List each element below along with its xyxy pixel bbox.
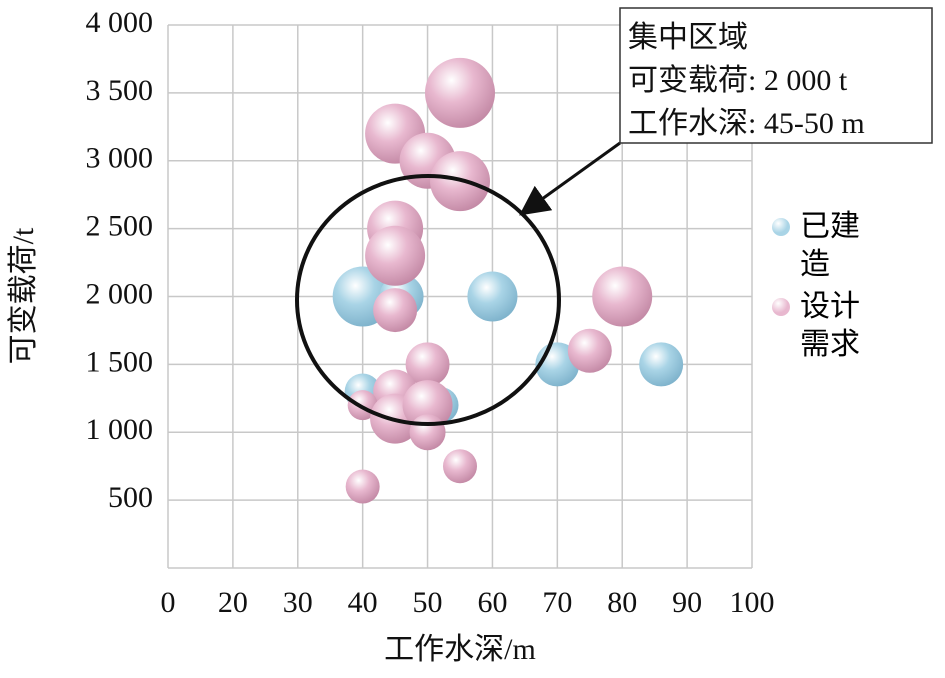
y-tick-label: 3 000 xyxy=(86,142,154,175)
x-tick-label: 50 xyxy=(413,586,443,619)
bubble xyxy=(425,57,495,128)
annotation-box xyxy=(619,7,933,144)
y-tick-label: 2 000 xyxy=(86,277,154,310)
bubble xyxy=(405,342,450,387)
focus-circle xyxy=(295,174,561,426)
legend-item: 设计需求 xyxy=(772,288,862,364)
bubble xyxy=(467,271,518,322)
x-tick-label: 80 xyxy=(607,586,637,619)
y-tick-label: 1 000 xyxy=(86,413,154,446)
x-tick-label: 40 xyxy=(348,586,378,619)
arrow xyxy=(519,141,621,216)
bubble xyxy=(409,414,446,451)
y-tick-label: 3 500 xyxy=(86,74,154,107)
y-tick-label: 1 500 xyxy=(86,345,154,378)
bubble xyxy=(402,380,453,431)
legend-swatch xyxy=(772,218,790,236)
y-tick-label: 2 500 xyxy=(86,210,154,243)
bubble xyxy=(443,449,477,484)
y-tick-label: 4 000 xyxy=(86,6,154,39)
x-tick-label: 90 xyxy=(672,586,702,619)
y-tick-label: 500 xyxy=(108,481,153,514)
legend-label: 已建造 xyxy=(800,210,860,281)
bubble xyxy=(567,328,612,373)
legend-swatch xyxy=(772,298,790,316)
x-tick-label: 0 xyxy=(161,586,176,619)
x-tick-label: 20 xyxy=(218,586,248,619)
annotation: 集中区域 xyxy=(628,21,748,54)
bubble xyxy=(365,225,426,286)
y-axis-label: 可变载荷/t xyxy=(7,227,40,364)
bubble xyxy=(373,288,418,333)
x-tick-label: 60 xyxy=(477,586,507,619)
legend: 已建造 设计需求 xyxy=(772,208,862,368)
bubble xyxy=(592,266,653,327)
x-axis-label: 工作水深/m xyxy=(384,633,536,666)
x-tick-label: 100 xyxy=(730,586,775,619)
annotation: 可变载荷: 2 000 t xyxy=(628,64,848,97)
bubble xyxy=(345,469,380,504)
x-tick-label: 70 xyxy=(542,586,572,619)
legend-item: 已建造 xyxy=(772,208,862,284)
bubble xyxy=(639,342,684,387)
legend-label: 设计需求 xyxy=(800,290,860,361)
annotation: 工作水深: 45-50 m xyxy=(628,107,865,140)
x-tick-label: 30 xyxy=(283,586,313,619)
